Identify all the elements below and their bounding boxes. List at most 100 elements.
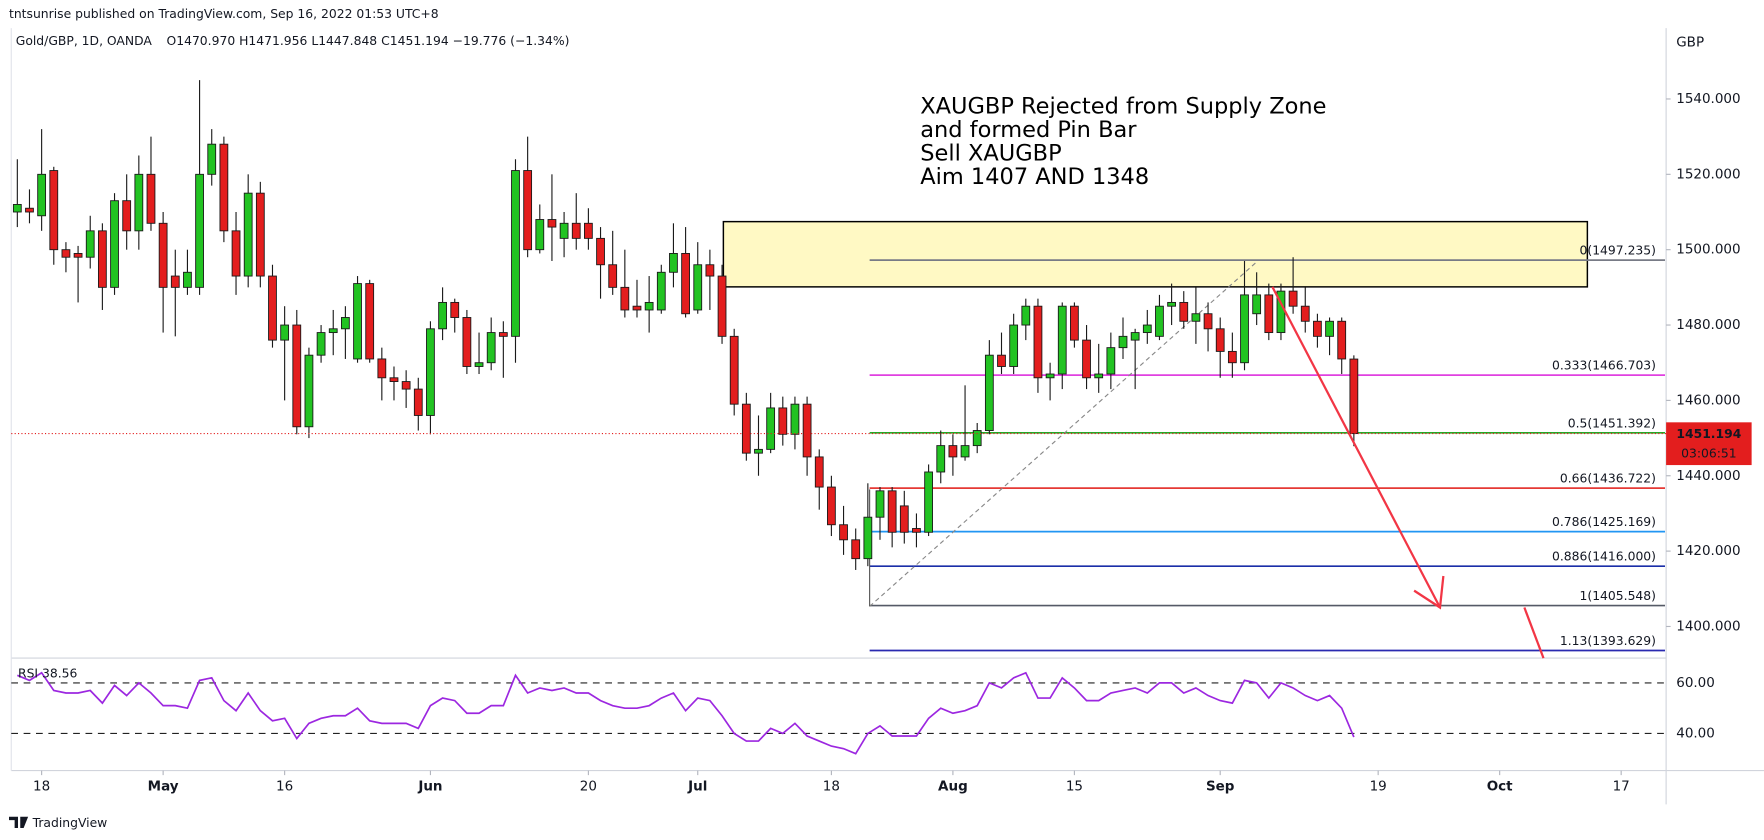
x-tick-label: 20 [580, 778, 597, 794]
candle-body [1215, 328, 1225, 352]
candle-body [1349, 358, 1359, 435]
annotation-line: Sell XAUGBP [920, 141, 1061, 167]
candle-body [1300, 305, 1310, 322]
candle-body [1337, 320, 1347, 360]
candle-body [596, 237, 605, 266]
x-tick-label: 18 [823, 778, 840, 794]
candle-body [170, 275, 180, 288]
candle-body [1142, 324, 1152, 334]
y-tick-label: 1480.000 [1676, 317, 1740, 333]
candle-body [681, 252, 690, 315]
candle-body [207, 143, 217, 175]
candle-body [1227, 350, 1237, 364]
candle-body [316, 332, 326, 356]
candle-body [1106, 347, 1116, 375]
candle-body [1167, 301, 1176, 307]
candle-body [1240, 294, 1249, 364]
candle-body [353, 283, 362, 360]
x-tick-label: Jun [417, 778, 442, 794]
fib-label: 0.5(1451.392) [1568, 416, 1656, 430]
candle-body [851, 539, 861, 560]
x-tick-label: May [148, 778, 179, 794]
candle-body [25, 207, 34, 213]
candle-body [814, 456, 824, 488]
last-price-box [1666, 422, 1752, 466]
candle-body [693, 264, 703, 311]
candle-body [559, 222, 569, 239]
candle-body [292, 324, 302, 428]
fib-label: 0.66(1436.722) [1560, 472, 1656, 486]
symbol: Gold/GBP, 1D, OANDA [16, 34, 153, 48]
candle-body [1252, 294, 1262, 315]
candle-body [438, 301, 447, 330]
last-price-label: 1451.194 [1676, 427, 1741, 441]
candle-body [766, 407, 776, 450]
candle-body [741, 403, 751, 454]
rsi-legend: RSI 38.56 [18, 666, 78, 680]
fibonacci: 0(1497.235) 0.333(1466.703) 0.5(1451.392) 0… [869, 244, 1665, 652]
rsi-tick-label: 60.00 [1676, 675, 1715, 691]
candle-body [571, 222, 581, 239]
candle-body [1203, 313, 1213, 330]
candle-body [280, 324, 290, 341]
fib-label: 0.786(1425.169) [1552, 515, 1656, 529]
x-tick-label: 15 [1066, 778, 1083, 794]
candle-body [389, 377, 399, 383]
candle-body [924, 471, 933, 533]
x-tick-label: 17 [1613, 778, 1630, 794]
candle-body [146, 173, 156, 224]
candle-body [863, 516, 873, 560]
candle-body [802, 403, 812, 458]
candle-body [1191, 313, 1201, 322]
candle-body [231, 230, 241, 277]
x-tick-label: 18 [33, 778, 50, 794]
candle-body [632, 305, 642, 311]
candle-body [134, 173, 144, 232]
candle-body [912, 528, 921, 533]
candle-body [1082, 339, 1091, 379]
footer: TradingView [9, 816, 107, 830]
last-price: 1451.194 03:06:51 [11, 422, 1752, 466]
candle-body [37, 173, 47, 217]
candle-body [1021, 305, 1031, 326]
fib-label: 0.333(1466.703) [1552, 359, 1656, 373]
x-tick-label: Jul [687, 778, 707, 794]
publisher-line: tntsunrise published on TradingView.com,… [9, 7, 439, 21]
ohlc-legend: O1470.970 H1471.956 L1447.848 C1451.194 … [167, 34, 570, 48]
candle-body [474, 362, 484, 367]
candle-body [511, 170, 520, 337]
fib-label: 0.886(1416.000) [1552, 550, 1656, 564]
candle-body [936, 445, 946, 473]
rsi-pane: 40.00 60.00 RSI 38.56 [11, 666, 1715, 755]
rsi-line [17, 671, 1355, 755]
candle-body [608, 264, 618, 288]
candle-body [778, 407, 788, 435]
candle-body [304, 354, 314, 428]
candle-body [523, 170, 533, 251]
candle-body [827, 486, 836, 526]
x-tick-label: Aug [938, 778, 968, 794]
candle-body [401, 381, 411, 390]
candle-body [1155, 305, 1164, 337]
x-tick-label: 16 [276, 778, 293, 794]
y-tick-label: 1460.000 [1676, 392, 1740, 408]
fib-label: 1.13(1393.629) [1560, 634, 1656, 648]
candle-body [328, 328, 338, 334]
candle-body [340, 317, 350, 330]
fib-label: 0(1497.235) [1580, 244, 1656, 258]
currency: GBP [1676, 35, 1704, 51]
candle-body [110, 200, 119, 288]
candle-body [972, 430, 982, 447]
annotation-line: Aim 1407 AND 1348 [920, 164, 1149, 190]
candle-body [656, 271, 666, 311]
candle-body [450, 301, 460, 318]
supply-zone [722, 220, 1589, 288]
candle-body [377, 358, 387, 379]
candle-body [268, 275, 277, 341]
x-tick-label: Oct [1487, 778, 1513, 794]
annotation: XAUGBP Rejected from Supply Zone and for… [920, 93, 1326, 190]
y-tick-label: 1440.000 [1676, 468, 1740, 484]
candle-body [1057, 305, 1067, 375]
fib-label: 1(1405.548) [1580, 589, 1656, 603]
